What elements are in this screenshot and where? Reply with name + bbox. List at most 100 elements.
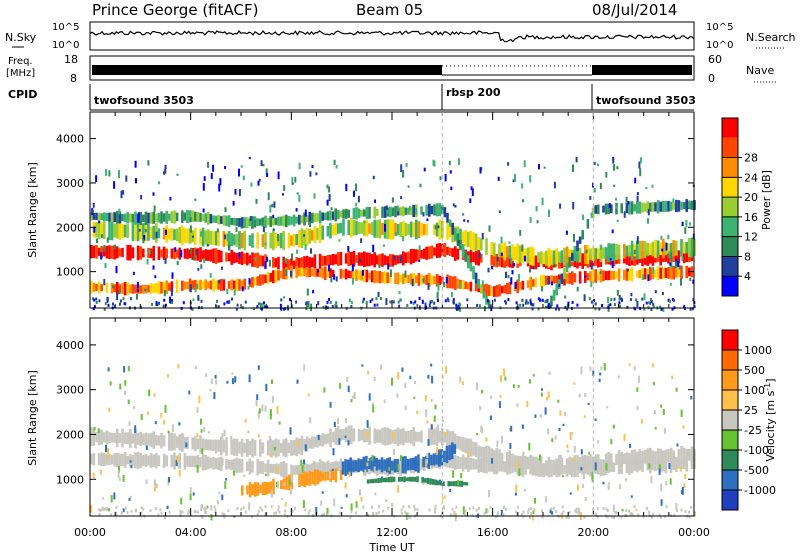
data-speckle bbox=[468, 507, 471, 511]
data-cell bbox=[212, 439, 215, 451]
data-speckle bbox=[118, 477, 121, 481]
data-cell bbox=[121, 453, 124, 466]
data-speckle bbox=[194, 510, 197, 513]
data-speckle bbox=[93, 427, 96, 431]
data-speckle bbox=[564, 411, 567, 417]
data-speckle bbox=[672, 298, 675, 302]
data-speckle bbox=[296, 440, 299, 447]
data-cell bbox=[220, 456, 223, 472]
data-speckle bbox=[419, 183, 422, 188]
data-speckle bbox=[305, 302, 308, 306]
data-cell bbox=[656, 200, 660, 214]
data-cell bbox=[162, 453, 166, 469]
data-cell bbox=[552, 250, 556, 265]
data-speckle bbox=[668, 299, 671, 303]
data-speckle bbox=[200, 429, 203, 433]
data-speckle bbox=[107, 447, 109, 456]
data-speckle bbox=[510, 425, 513, 432]
data-speckle bbox=[404, 510, 407, 514]
data-speckle bbox=[544, 496, 547, 503]
data-speckle bbox=[518, 274, 521, 282]
data-cell bbox=[103, 247, 106, 257]
data-cell bbox=[500, 244, 504, 258]
data-cell bbox=[389, 206, 392, 218]
data-speckle bbox=[426, 420, 429, 424]
data-speckle bbox=[218, 183, 221, 192]
data-speckle bbox=[353, 190, 355, 197]
data-cell bbox=[414, 456, 418, 472]
data-speckle bbox=[118, 208, 121, 215]
data-cell bbox=[282, 230, 285, 251]
data-cell bbox=[628, 201, 631, 215]
data-speckle bbox=[212, 164, 215, 172]
data-speckle bbox=[350, 305, 353, 309]
data-cell bbox=[90, 453, 93, 465]
data-cell bbox=[235, 438, 239, 457]
data-cell bbox=[292, 465, 296, 475]
data-speckle bbox=[270, 451, 273, 458]
data-cell bbox=[542, 274, 545, 287]
data-cell bbox=[368, 272, 371, 280]
data-speckle bbox=[261, 508, 264, 512]
data-cell bbox=[521, 280, 525, 290]
data-speckle bbox=[457, 479, 460, 486]
data-speckle bbox=[451, 507, 454, 511]
data-speckle bbox=[676, 443, 679, 447]
data-cell bbox=[266, 459, 270, 477]
data-speckle bbox=[196, 283, 199, 290]
data-cell bbox=[116, 246, 119, 259]
data-cell bbox=[630, 459, 634, 474]
data-speckle bbox=[238, 239, 240, 242]
data-cell bbox=[100, 246, 103, 258]
data-cell bbox=[534, 456, 538, 472]
data-cell bbox=[274, 269, 278, 283]
data-cell bbox=[680, 445, 683, 465]
data-speckle bbox=[309, 417, 312, 424]
data-cell bbox=[422, 248, 426, 259]
data-cell bbox=[134, 452, 137, 469]
data-speckle bbox=[527, 510, 530, 514]
data-cell bbox=[354, 460, 358, 472]
data-cell bbox=[675, 240, 678, 256]
data-cell bbox=[103, 452, 106, 467]
data-cell bbox=[431, 479, 435, 485]
data-speckle bbox=[493, 298, 496, 302]
data-speckle bbox=[529, 379, 531, 384]
data-speckle bbox=[125, 175, 128, 182]
data-speckle bbox=[662, 307, 665, 312]
data-speckle bbox=[166, 505, 169, 509]
data-cell bbox=[318, 268, 322, 278]
data-cell bbox=[363, 251, 366, 268]
cpid-segment-3: twofsound 3503 bbox=[596, 94, 696, 107]
data-cell bbox=[641, 268, 644, 280]
data-cell bbox=[545, 250, 548, 266]
data-speckle bbox=[136, 288, 139, 292]
data-speckle bbox=[93, 298, 96, 302]
data-speckle bbox=[98, 299, 101, 303]
data-speckle bbox=[362, 270, 364, 276]
data-speckle bbox=[362, 300, 364, 304]
data-speckle bbox=[578, 511, 581, 514]
data-cell bbox=[321, 433, 324, 447]
data-speckle bbox=[538, 454, 541, 461]
data-cell bbox=[503, 254, 506, 268]
data-cell bbox=[123, 432, 127, 444]
data-speckle bbox=[335, 165, 338, 169]
data-cell bbox=[539, 251, 543, 265]
noise-panel: N.Sky 10^5 10^0 10^5 10^0 N.Search bbox=[5, 21, 796, 51]
data-cell bbox=[295, 437, 298, 457]
data-speckle bbox=[287, 307, 290, 311]
data-speckle bbox=[549, 509, 552, 514]
data-speckle bbox=[532, 266, 535, 270]
data-speckle bbox=[389, 300, 392, 304]
data-speckle bbox=[270, 451, 273, 455]
data-speckle bbox=[677, 261, 680, 268]
data-speckle bbox=[350, 399, 353, 403]
data-speckle bbox=[206, 244, 209, 247]
data-speckle bbox=[247, 286, 250, 290]
data-cell bbox=[344, 268, 348, 280]
data-speckle bbox=[613, 164, 616, 171]
data-cell bbox=[105, 212, 109, 221]
colorbar-swatch bbox=[722, 276, 738, 296]
data-speckle bbox=[152, 192, 155, 196]
